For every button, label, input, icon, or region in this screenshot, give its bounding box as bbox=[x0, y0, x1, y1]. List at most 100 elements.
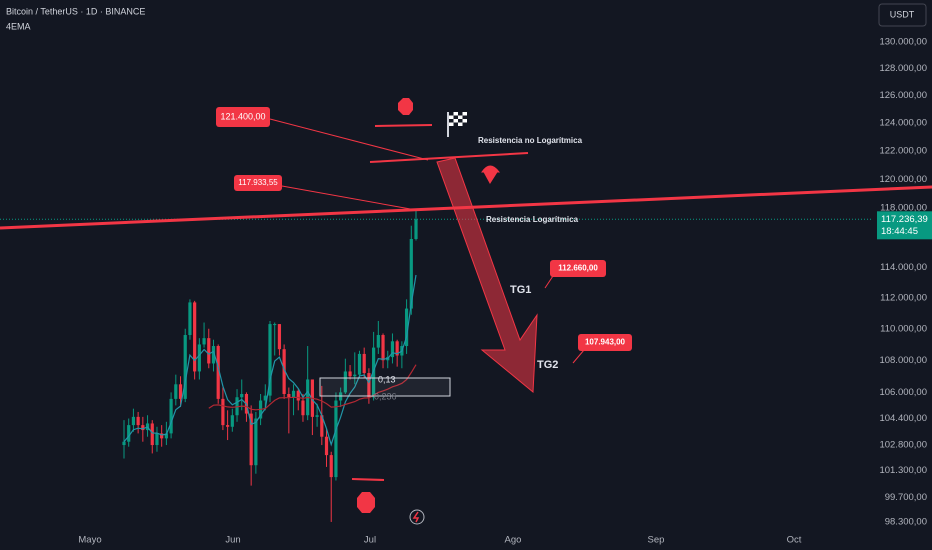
stop-icon bbox=[398, 98, 413, 115]
y-tick-label: 114.000,00 bbox=[880, 262, 927, 273]
candle-body bbox=[169, 398, 173, 434]
y-tick-label: 122.000,00 bbox=[879, 145, 927, 156]
candle-body bbox=[320, 415, 324, 437]
y-tick-label: 106.000,00 bbox=[879, 387, 927, 398]
candle-body bbox=[221, 398, 225, 426]
candle-body bbox=[202, 338, 206, 345]
stop-icon bbox=[357, 492, 375, 513]
candle-body bbox=[381, 335, 385, 361]
callout-line bbox=[281, 185, 417, 211]
fib-label: 0,236 bbox=[374, 391, 397, 401]
plot-area bbox=[0, 209, 872, 522]
price-callout bbox=[216, 107, 270, 127]
candle-body bbox=[174, 384, 178, 399]
candle-body bbox=[329, 455, 333, 478]
price-callout bbox=[578, 334, 632, 351]
candle-body bbox=[273, 324, 277, 326]
candle-body bbox=[372, 347, 376, 398]
candle-body bbox=[362, 353, 366, 374]
candle-body bbox=[136, 416, 140, 426]
countdown-label: 18:44:45 bbox=[881, 226, 918, 237]
candle-body bbox=[197, 344, 201, 372]
ema-line bbox=[208, 364, 417, 411]
y-tick-label: 126.000,00 bbox=[879, 90, 927, 101]
target-label: TG1 bbox=[510, 284, 531, 296]
candle-body bbox=[348, 371, 352, 377]
candle-body bbox=[183, 335, 187, 399]
y-tick-label: 130.000,00 bbox=[879, 36, 927, 47]
y-tick-label: 112.000,00 bbox=[880, 292, 927, 303]
candle-body bbox=[155, 433, 159, 446]
candle-body bbox=[249, 413, 253, 466]
event-icon bbox=[412, 511, 420, 523]
candle-body bbox=[150, 423, 154, 446]
down-arrow bbox=[436, 157, 538, 394]
annotation: Resistencia Logarítmica bbox=[486, 215, 579, 224]
y-tick-label: 102.800,00 bbox=[879, 440, 927, 451]
y-tick-label: 104.400,00 bbox=[879, 413, 927, 424]
y-tick-label: 124.000,00 bbox=[879, 117, 927, 128]
indicator-name: 4EMA bbox=[6, 21, 31, 31]
resistance-line bbox=[369, 152, 529, 163]
x-tick-label: Mayo bbox=[78, 535, 101, 546]
candle-body bbox=[315, 415, 319, 417]
candle-body bbox=[122, 441, 126, 446]
callout-text: 107.943,00 bbox=[585, 338, 626, 347]
candle-body bbox=[395, 341, 399, 356]
candle-body bbox=[216, 346, 220, 399]
price-callout bbox=[550, 260, 606, 277]
chart-title: Bitcoin / TetherUS · 1D · BINANCE bbox=[6, 6, 145, 16]
target-label: TG2 bbox=[537, 359, 558, 371]
candle-body bbox=[141, 425, 145, 431]
candle-body bbox=[188, 302, 192, 336]
parachute-icon bbox=[481, 165, 501, 184]
candle-body bbox=[404, 308, 409, 347]
ema-line bbox=[123, 274, 417, 447]
flag-icon bbox=[447, 112, 467, 137]
currency-label[interactable]: USDT bbox=[890, 9, 915, 19]
x-tick-label: Oct bbox=[787, 535, 802, 546]
candle-body bbox=[409, 238, 413, 309]
candle-body bbox=[324, 436, 329, 456]
currency-button[interactable] bbox=[878, 3, 927, 27]
callout-text: 121.400,00 bbox=[220, 111, 265, 121]
candle-body bbox=[226, 425, 230, 427]
candle-body bbox=[301, 400, 305, 416]
y-tick-label: 108.000,00 bbox=[879, 355, 927, 366]
x-tick-label: Jul bbox=[364, 535, 376, 546]
candle-body bbox=[164, 433, 168, 439]
candle-body bbox=[367, 373, 371, 398]
candle-body bbox=[343, 371, 347, 393]
callout-line bbox=[572, 349, 585, 364]
candle-body bbox=[254, 418, 258, 466]
candle-body bbox=[390, 341, 395, 358]
candle-body bbox=[160, 433, 164, 439]
candle-body bbox=[211, 346, 216, 364]
candle-body bbox=[131, 416, 136, 426]
price-callout bbox=[234, 175, 282, 191]
candle-body bbox=[334, 400, 338, 478]
y-tick-label: 101.300,00 bbox=[879, 465, 927, 476]
candle-body bbox=[230, 415, 234, 427]
candle-body bbox=[268, 324, 272, 396]
y-tick-label: 110.000,00 bbox=[880, 323, 927, 334]
candle-body bbox=[296, 390, 300, 401]
mark-line bbox=[374, 124, 433, 127]
candle-body bbox=[127, 425, 131, 442]
candle-body bbox=[263, 395, 267, 401]
candle-body bbox=[414, 219, 418, 239]
candle-body bbox=[353, 374, 357, 377]
x-tick-label: Sep bbox=[648, 535, 665, 546]
y-tick-label: 98.300,00 bbox=[885, 516, 927, 527]
candle-body bbox=[291, 390, 296, 398]
candle-body bbox=[193, 302, 197, 372]
callout-text: 117.933,55 bbox=[238, 178, 278, 187]
last-price-label: 117.236,39 bbox=[881, 214, 928, 225]
candle-body bbox=[287, 394, 291, 398]
callout-text: 112.660,00 bbox=[558, 264, 598, 273]
y-tick-label: 99.700,00 bbox=[885, 492, 927, 503]
annotation: Resistencia no Logarítmica bbox=[478, 136, 583, 145]
candle-body bbox=[357, 353, 362, 375]
